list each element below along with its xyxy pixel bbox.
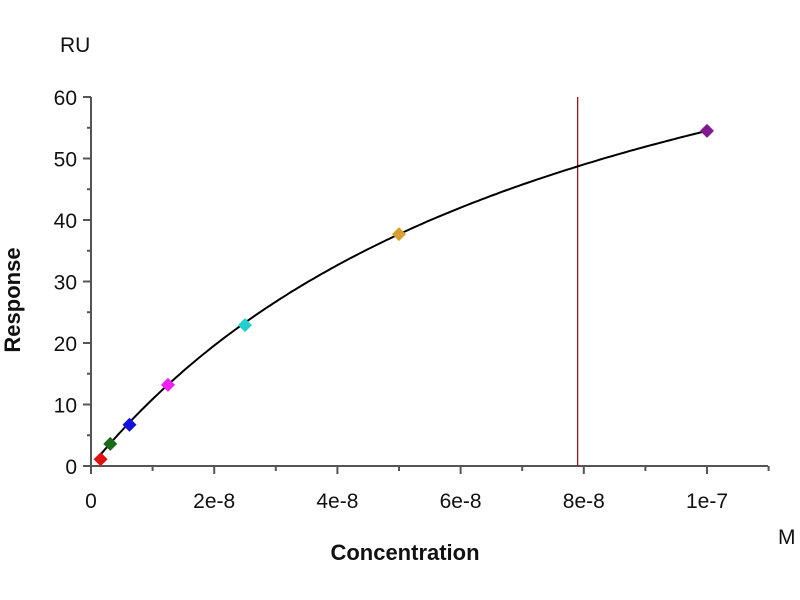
- x-tick-label: 0: [85, 490, 97, 513]
- x-tick-label: 1e-7: [686, 490, 728, 513]
- x-axis-title: Concentration: [330, 540, 479, 565]
- data-point: [93, 452, 108, 467]
- y-axis-title: Response: [0, 247, 25, 352]
- y-tick-label: 20: [54, 333, 77, 356]
- y-unit-label: RU: [60, 34, 90, 57]
- x-tick-label: 8e-8: [563, 490, 605, 513]
- data-point: [161, 377, 175, 392]
- fit-curve: [96, 129, 708, 460]
- data-point: [238, 318, 252, 333]
- x-tick-label: 4e-8: [316, 490, 358, 513]
- marks: [93, 97, 714, 467]
- data-point: [122, 417, 137, 432]
- data-point: [103, 436, 118, 451]
- y-tick-label: 30: [54, 272, 77, 295]
- y-tick-label: 0: [65, 456, 77, 479]
- y-tick-label: 60: [54, 87, 77, 110]
- x-tick-label: 6e-8: [440, 490, 482, 513]
- data-point: [700, 123, 714, 138]
- x-tick-label: 2e-8: [193, 490, 235, 513]
- axes: 0 10 20 30 40 50 60 0 2e-8 4e-8 6e-8 8e-8 1e-7: [54, 87, 770, 513]
- y-tick-label: 50: [54, 149, 77, 172]
- x-unit-label: M: [778, 526, 796, 549]
- y-tick-label: 10: [54, 395, 77, 418]
- y-tick-label: 40: [54, 210, 77, 233]
- data-point: [392, 227, 406, 242]
